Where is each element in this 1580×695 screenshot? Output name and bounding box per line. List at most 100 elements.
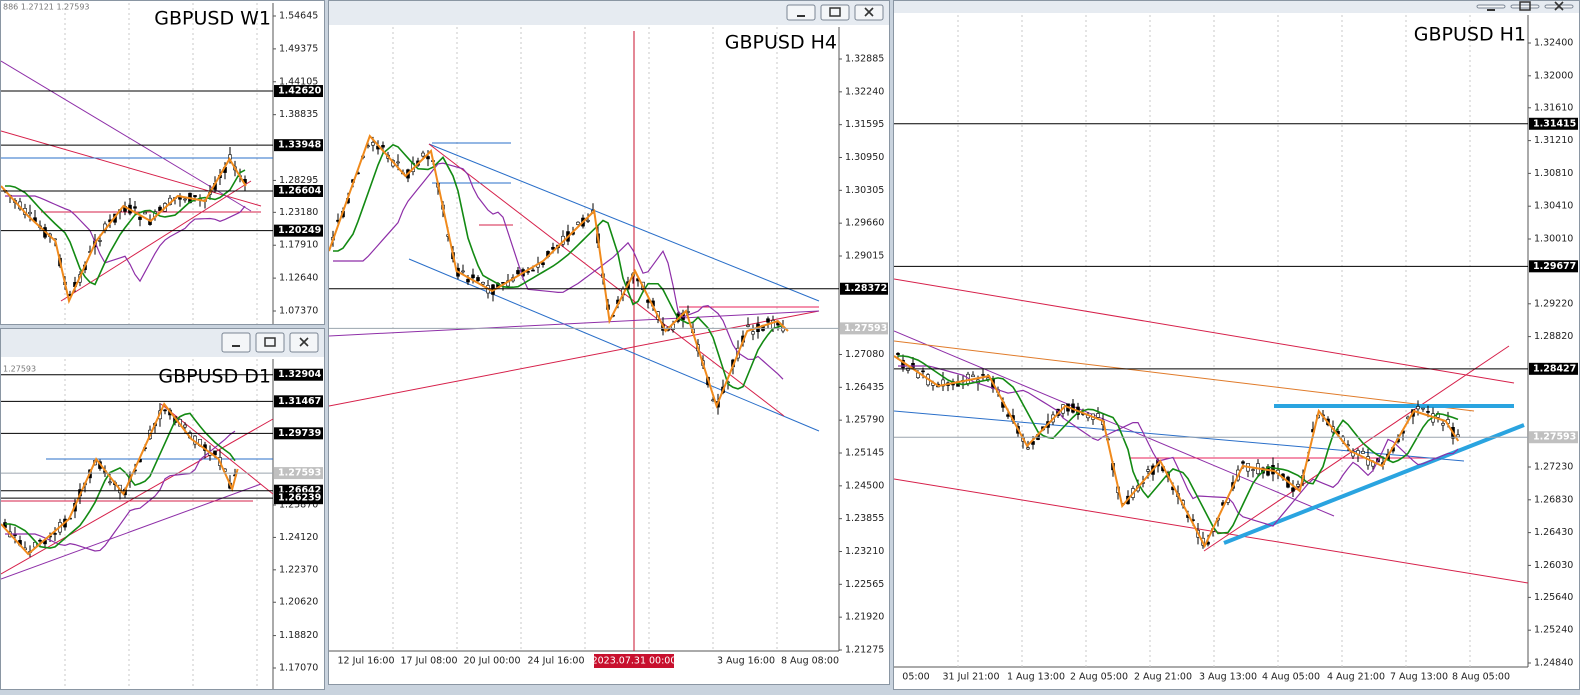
price-marker-label: 1.26604 <box>278 185 322 196</box>
candle-body <box>138 216 142 220</box>
time-label: 12 Jul 16:00 <box>338 656 395 667</box>
price-marker-label: 1.20249 <box>278 225 321 236</box>
price-label: 1.24840 <box>1534 658 1573 669</box>
price-label: 1.25240 <box>1534 625 1573 636</box>
candle-body <box>143 212 147 215</box>
price-label: 1.23210 <box>845 546 884 557</box>
maximize-button[interactable] <box>255 332 285 353</box>
chart-window[interactable]: 1.25870 1.24120 1.22370 1.20620 1.18820 1.170… <box>0 328 325 690</box>
candle-body <box>421 152 425 157</box>
minimize-button[interactable] <box>786 4 816 21</box>
price-marker-label: 1.32904 <box>278 369 322 380</box>
price-marker-label: 1.29677 <box>1533 261 1576 272</box>
bid-marker <box>1529 431 1578 444</box>
price-label: 1.30305 <box>845 185 884 196</box>
candle-body <box>1416 406 1420 410</box>
price-label: 1.28820 <box>1534 331 1573 342</box>
price-marker <box>274 184 323 197</box>
trend-line <box>428 143 785 417</box>
candle-body <box>1241 461 1245 464</box>
zigzag <box>329 134 789 409</box>
price-label: 1.29660 <box>845 218 884 229</box>
candle-body <box>586 220 590 222</box>
candle-body <box>1291 487 1295 492</box>
price-marker <box>274 368 323 381</box>
icon <box>864 7 874 17</box>
trend-line <box>60 180 252 302</box>
candle-body <box>1096 413 1100 418</box>
price-label: 1.25145 <box>845 448 884 459</box>
trend-line <box>894 330 1335 517</box>
icon <box>1554 1 1564 11</box>
chart-window[interactable]: 1.32885 1.32240 1.31595 1.30950 1.30305 1.296… <box>328 0 890 685</box>
candle-body <box>466 278 470 283</box>
candle-body <box>183 198 187 201</box>
price-label: 1.22370 <box>279 564 318 575</box>
candle-body <box>746 324 750 327</box>
candle-body <box>471 274 475 279</box>
price-label: 1.12640 <box>279 273 318 284</box>
trend-line <box>408 258 820 432</box>
candle-body <box>461 270 465 273</box>
trend-line <box>1203 345 1510 552</box>
bid-marker <box>274 467 323 480</box>
price-label: 1.27080 <box>845 349 884 360</box>
candle-body <box>183 424 187 428</box>
candle-body <box>371 142 375 146</box>
price-label: 1.38835 <box>279 109 318 120</box>
price-marker-label: 1.29739 <box>278 428 321 439</box>
price-label: 1.07370 <box>279 306 318 317</box>
status-text: 886 1.27121 1.27593 <box>3 3 90 12</box>
candle-body <box>531 269 535 272</box>
candle-body <box>381 145 385 148</box>
candle-body <box>213 450 217 456</box>
price-label: 1.31610 <box>1534 102 1573 113</box>
price-marker-label: 1.31415 <box>1533 118 1576 129</box>
candle-body <box>971 374 975 378</box>
bid-marker-label: 1.27593 <box>1533 432 1576 443</box>
time-label: 8 Aug 08:00 <box>781 656 839 667</box>
time-label: 17 Jul 08:00 <box>401 656 458 667</box>
chart-canvas: 1.32400 1.32000 1.31610 1.31210 1.30810 1.304… <box>894 1 1579 683</box>
time-label: 3 Aug 16:00 <box>717 656 775 667</box>
bid-marker <box>840 322 888 335</box>
time-label: 24 Jul 16:00 <box>528 656 585 667</box>
cursor-time: 2023.07.31 00:00 <box>592 656 677 667</box>
candle-body <box>163 409 167 412</box>
price-marker <box>274 395 323 408</box>
chart-canvas: 1.54645 1.49375 1.44105 1.38835 1.28295 1.231… <box>1 3 323 324</box>
price-label: 1.32400 <box>1534 38 1573 49</box>
price-label: 1.25790 <box>845 415 884 426</box>
candle-body <box>576 221 580 225</box>
candle-body <box>921 370 925 373</box>
time-label: 8 Aug 05:00 <box>1452 672 1510 683</box>
minimize-button[interactable] <box>1476 4 1506 9</box>
maximize-button[interactable] <box>820 4 850 21</box>
price-label: 1.30010 <box>1534 234 1573 245</box>
price-label: 1.32000 <box>1534 70 1573 81</box>
candle-body <box>1026 447 1030 450</box>
chart-canvas: 1.25870 1.24120 1.22370 1.20620 1.18820 1.170… <box>1 329 324 689</box>
title-bar <box>894 1 1579 13</box>
trend-line <box>1 483 262 580</box>
candle-body <box>551 246 555 250</box>
price-label: 1.26435 <box>845 382 884 393</box>
price-label: 1.54645 <box>279 11 318 22</box>
price-label: 1.18820 <box>279 630 318 641</box>
price-marker <box>1529 260 1578 273</box>
candle-body <box>108 481 112 484</box>
chart-window[interactable]: 1.32400 1.32000 1.31610 1.31210 1.30810 1.304… <box>893 0 1580 690</box>
price-label: 1.22565 <box>845 579 884 590</box>
candle-body <box>158 206 162 211</box>
time-label: 31 Jul 21:00 <box>943 672 1000 683</box>
maximize-button[interactable] <box>1510 4 1540 9</box>
candle-body <box>896 352 900 355</box>
chart-window[interactable]: 1.54645 1.49375 1.44105 1.38835 1.28295 1.231… <box>0 0 325 325</box>
price-label: 1.23180 <box>279 207 318 218</box>
price-label: 1.17910 <box>279 240 318 251</box>
price-label: 1.24120 <box>279 532 318 543</box>
minimize-button[interactable] <box>221 332 251 353</box>
price-marker-label: 1.28427 <box>1533 363 1576 374</box>
candle-body <box>981 374 985 376</box>
zigzag <box>1 402 239 556</box>
